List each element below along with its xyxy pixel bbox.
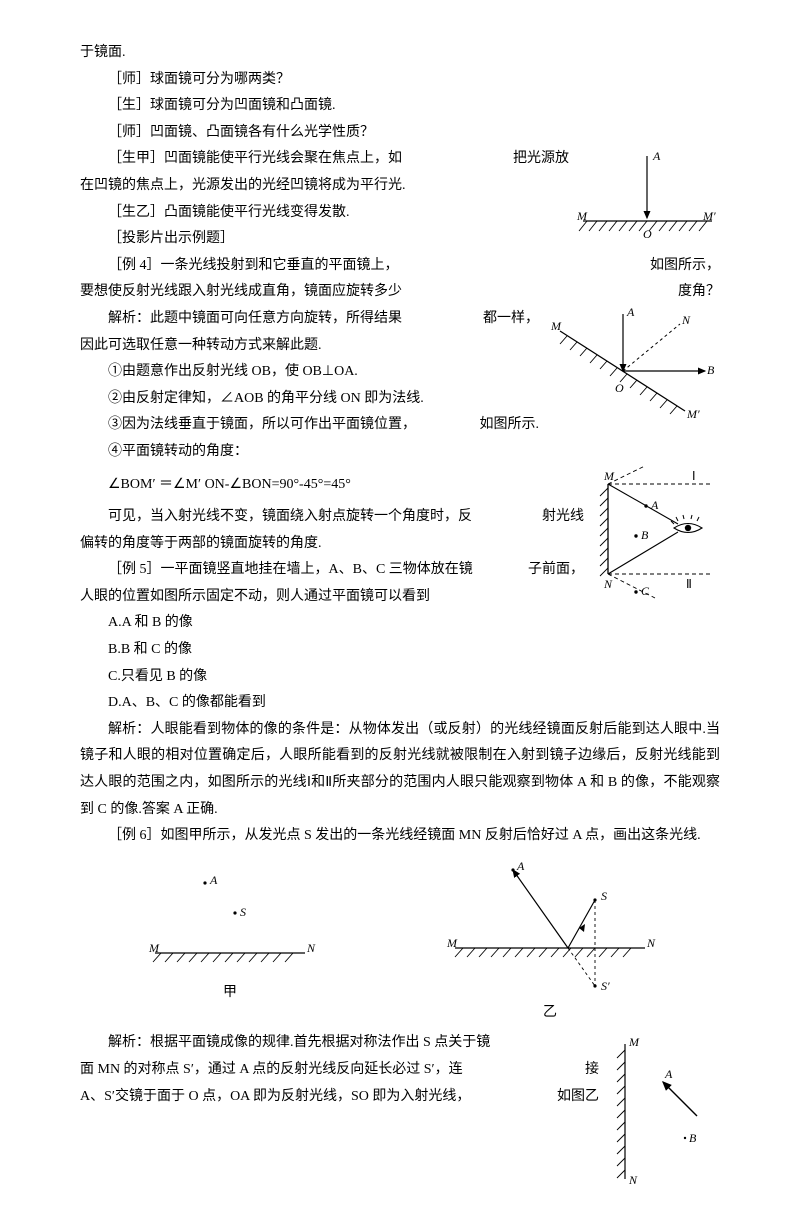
svg-text:A: A — [516, 859, 525, 873]
para-17a: 可见，当入射光线不变，镜面绕入射点旋转一个角度时，反 — [108, 509, 472, 524]
para-25a: A、S′交镜于面于 O 点，OA 即为反射光线，SO 即为入射光线， — [80, 1089, 470, 1104]
para-9a: 要想使反射光线跟入射光线成直角，镜面应旋转多少 — [80, 284, 402, 299]
para-25b: 如图乙 — [557, 1084, 599, 1111]
svg-text:S′: S′ — [601, 979, 610, 993]
svg-text:M′: M′ — [702, 209, 716, 223]
option-b: B.B 和 C 的像 — [80, 637, 720, 664]
para-17b: 射光线 — [514, 504, 584, 531]
svg-text:S: S — [601, 889, 607, 903]
option-c: C.只看见 B 的像 — [80, 664, 720, 691]
svg-text:N: N — [646, 936, 656, 950]
para-10a: 解析：此题中镜面可向任意方向旋转，所得结果 — [108, 311, 402, 326]
svg-text:B: B — [707, 363, 715, 377]
para-8: ［例 4］一条光线投射到和它垂直的平面镜上， 如图所示， — [80, 253, 720, 280]
para-9b: 度角？ — [678, 279, 720, 306]
para-10b: 都一样， — [455, 306, 539, 333]
para-24a: 面 MN 的对称点 S′，通过 A 点的反射光线反向延长必过 S′，连 — [80, 1062, 463, 1077]
para-22: ［例 6］如图甲所示，从发光点 S 发出的一条光线经镜面 MN 反射后恰好过 A… — [80, 823, 720, 850]
svg-text:Ⅱ: Ⅱ — [686, 577, 692, 591]
para-14a: ③因为法线垂直于镜面，所以可作出平面镜位置， — [108, 417, 416, 432]
para-15: ④平面镜转动的角度： — [80, 439, 720, 466]
para-3: ［师］凹面镜、凸面镜各有什么光学性质？ — [80, 120, 720, 147]
svg-text:N: N — [681, 313, 691, 327]
svg-text:M: M — [446, 936, 458, 950]
svg-text:N: N — [306, 941, 316, 955]
para-19a: ［例 5］一平面镜竖直地挂在墙上，A、B、C 三物体放在镜 — [108, 562, 473, 577]
figure-ex5: M N A B — [590, 466, 720, 616]
figure-ex6-jia: M N A S 甲 — [135, 858, 325, 1007]
svg-text:C: C — [641, 584, 650, 598]
svg-text:O: O — [643, 227, 652, 241]
svg-text:A: A — [209, 873, 218, 887]
para-23a: 解析：根据平面镜成像的规律.首先根据对称法作出 S 点关于镜 — [108, 1035, 490, 1050]
svg-text:S: S — [240, 905, 246, 919]
svg-text:A: A — [664, 1067, 673, 1081]
svg-text:M′: M′ — [686, 407, 700, 421]
svg-text:Ⅰ: Ⅰ — [692, 469, 696, 483]
para-14b: 如图所示. — [452, 412, 540, 439]
svg-text:B: B — [641, 528, 649, 542]
para-9: 要想使反射光线跟入射光线成直角，镜面应旋转多少 度角？ — [80, 279, 720, 306]
para-4b: 把光源放 — [485, 146, 569, 173]
figure-label-yi: 乙 — [435, 1000, 665, 1027]
page: 于镜面. ［师］球面镜可分为哪两类？ ［生］球面镜可分为凹面镜和凸面镜. ［师］… — [0, 0, 800, 1225]
para-1: ［师］球面镜可分为哪两类？ — [80, 67, 720, 94]
figure-ex4-before: A M M′ O — [575, 146, 720, 241]
para-4a: ［生甲］凹面镜能使平行光线会聚在焦点上，如 — [108, 151, 402, 166]
svg-text:A: A — [626, 306, 635, 319]
para-19b: 子前面， — [500, 557, 584, 584]
figure-ex6-row: M N A S 甲 — [80, 858, 720, 1027]
para-24b: 接 — [585, 1057, 599, 1084]
svg-text:M: M — [628, 1035, 640, 1049]
svg-text:M: M — [603, 469, 615, 483]
para-8b: 如图所示， — [622, 253, 720, 280]
para-0: 于镜面. — [80, 40, 720, 67]
svg-text:A: A — [652, 149, 661, 163]
figure-ex4-after: O A B N M M′ — [545, 306, 720, 426]
svg-text:M: M — [576, 209, 588, 223]
svg-text:O: O — [615, 381, 624, 395]
svg-text:N: N — [628, 1173, 638, 1187]
para-2: ［生］球面镜可分为凹面镜和凸面镜. — [80, 93, 720, 120]
para-8a: ［例 4］一条光线投射到和它垂直的平面镜上， — [108, 258, 399, 273]
option-d: D.A、B、C 的像都能看到 — [80, 690, 720, 717]
svg-text:N: N — [603, 577, 613, 591]
svg-text:A: A — [650, 498, 659, 512]
svg-text:M: M — [550, 319, 562, 333]
figure-label-jia: 甲 — [135, 980, 325, 1007]
figure-ex7: M N A B — [605, 1034, 720, 1189]
svg-text:B: B — [689, 1131, 697, 1145]
svg-text:M: M — [148, 941, 160, 955]
para-21: 解析：人眼能看到物体的像的条件是：从物体发出（或反射）的光线经镜面反射后能到达人… — [80, 717, 720, 823]
figure-ex6-yi: M N S S′ A — [435, 858, 665, 1027]
